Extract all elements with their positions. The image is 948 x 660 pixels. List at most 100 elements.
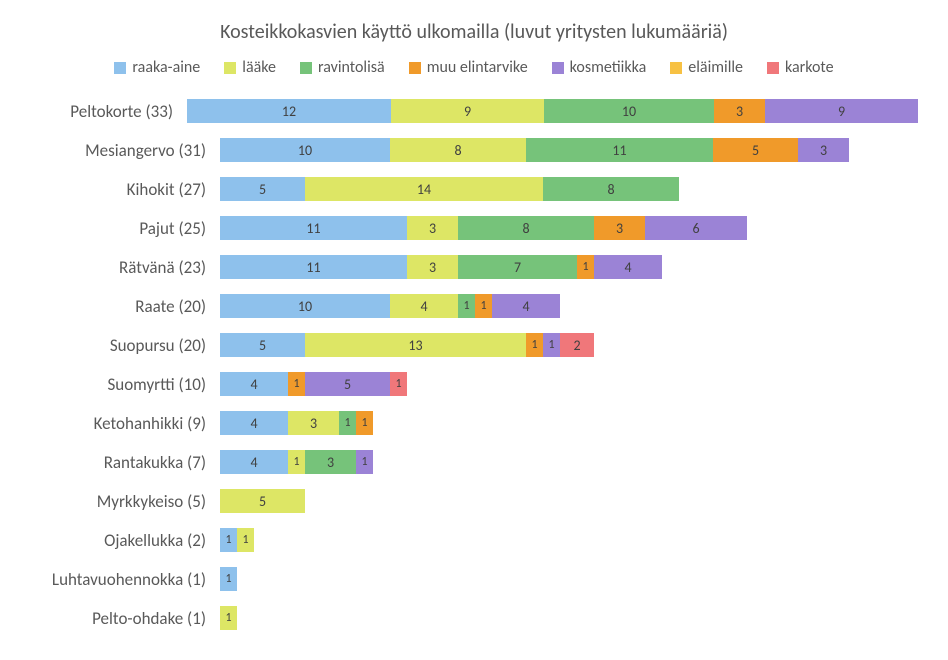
row-label: Pajut (25) [30, 218, 220, 239]
bar-segment-laake: 14 [305, 177, 543, 201]
bar-segment-raaka-aine: 11 [220, 216, 407, 240]
table-row: Rantakukka (7)4131 [30, 450, 918, 474]
bar-segment-laake: 3 [407, 255, 458, 279]
row-label: Luhtavuohennokka (1) [30, 569, 220, 590]
legend-swatch [300, 62, 312, 74]
bar-segment-raaka-aine: 4 [220, 450, 288, 474]
bar-segment-laake: 8 [390, 138, 526, 162]
legend-item-ravintolisa: ravintolisä [300, 58, 385, 77]
bar-segment-karkote: 2 [560, 333, 594, 357]
bar-segment-ravintolisa: 1 [339, 411, 356, 435]
bar-segment-raaka-aine: 10 [220, 138, 390, 162]
bar-segment-laake: 3 [288, 411, 339, 435]
legend-swatch [767, 62, 779, 74]
bar-segment-kosmetiikka: 4 [492, 294, 560, 318]
bar-segment-kosmetiikka: 6 [645, 216, 747, 240]
table-row: Peltokorte (33)1291039 [30, 99, 918, 123]
bar-rows: Peltokorte (33)1291039Mesiangervo (31)10… [30, 99, 918, 630]
row-label: Raate (20) [30, 296, 220, 317]
bar-segment-ravintolisa: 11 [526, 138, 713, 162]
bar-segment-laake: 4 [390, 294, 458, 318]
legend-swatch [552, 62, 564, 74]
table-row: Luhtavuohennokka (1)1 [30, 567, 918, 591]
bar-track: 5148 [220, 177, 918, 201]
row-label: Mesiangervo (31) [30, 140, 220, 161]
bar-track: 1291039 [187, 99, 918, 123]
bar-track: 4131 [220, 450, 918, 474]
bar-segment-laake: 1 [288, 450, 305, 474]
bar-segment-muu-elintarvike: 3 [594, 216, 645, 240]
bar-segment-ravintolisa: 10 [544, 99, 714, 123]
legend-item-laake: lääke [224, 58, 276, 77]
bar-segment-raaka-aine: 4 [220, 372, 288, 396]
table-row: Ojakellukka (2)11 [30, 528, 918, 552]
bar-track: 4311 [220, 411, 918, 435]
bar-segment-laake: 13 [305, 333, 526, 357]
bar-track: 513112 [220, 333, 918, 357]
bar-segment-raaka-aine: 5 [220, 333, 305, 357]
row-label: Kihokit (27) [30, 179, 220, 200]
bar-segment-ravintolisa: 8 [458, 216, 594, 240]
bar-segment-kosmetiikka: 1 [356, 450, 373, 474]
bar-segment-ravintolisa: 1 [458, 294, 475, 318]
legend-item-raaka-aine: raaka-aine [114, 58, 200, 77]
row-label: Ketohanhikki (9) [30, 413, 220, 434]
legend-label: karkote [785, 58, 834, 77]
table-row: Pelto-ohdake (1)1 [30, 606, 918, 630]
legend-swatch [409, 62, 421, 74]
table-row: Mesiangervo (31)1081153 [30, 138, 918, 162]
legend-label: kosmetiikka [570, 58, 647, 77]
bar-segment-raaka-aine: 11 [220, 255, 407, 279]
row-label: Suomyrtti (10) [30, 374, 220, 395]
bar-segment-raaka-aine: 10 [220, 294, 390, 318]
bar-segment-raaka-aine: 5 [220, 177, 305, 201]
row-label: Pelto-ohdake (1) [30, 608, 220, 629]
table-row: Rätvänä (23)113714 [30, 255, 918, 279]
bar-track: 113836 [220, 216, 918, 240]
bar-segment-raaka-aine: 1 [220, 567, 237, 591]
row-label: Peltokorte (33) [30, 101, 187, 122]
legend-label: ravintolisä [318, 58, 385, 77]
bar-track: 104114 [220, 294, 918, 318]
legend-item-kosmetiikka: kosmetiikka [552, 58, 647, 77]
row-label: Myrkkykeiso (5) [30, 491, 220, 512]
bar-segment-laake: 1 [220, 606, 237, 630]
table-row: Pajut (25)113836 [30, 216, 918, 240]
bar-segment-ravintolisa: 7 [458, 255, 577, 279]
bar-segment-raaka-aine: 1 [220, 528, 237, 552]
bar-segment-ravintolisa: 3 [305, 450, 356, 474]
table-row: Myrkkykeiso (5)5 [30, 489, 918, 513]
bar-segment-kosmetiikka: 3 [798, 138, 849, 162]
bar-track: 1081153 [220, 138, 918, 162]
legend-label: eläimille [688, 58, 743, 77]
row-label: Rätvänä (23) [30, 257, 220, 278]
bar-segment-muu-elintarvike: 3 [714, 99, 765, 123]
table-row: Raate (20)104114 [30, 294, 918, 318]
bar-track: 1 [220, 567, 918, 591]
bar-track: 11 [220, 528, 918, 552]
row-label: Suopursu (20) [30, 335, 220, 356]
bar-segment-raaka-aine: 4 [220, 411, 288, 435]
legend: raaka-aine lääke ravintolisä muu elintarvik… [30, 58, 918, 77]
bar-segment-raaka-aine: 12 [187, 99, 391, 123]
bar-segment-laake: 5 [220, 489, 305, 513]
legend-swatch [114, 62, 126, 74]
legend-label: muu elintarvike [427, 58, 528, 77]
legend-swatch [670, 62, 682, 74]
bar-segment-karkote: 1 [390, 372, 407, 396]
bar-track: 113714 [220, 255, 918, 279]
bar-segment-muu-elintarvike: 5 [713, 138, 798, 162]
legend-label: lääke [242, 58, 276, 77]
bar-track: 5 [220, 489, 918, 513]
row-label: Rantakukka (7) [30, 452, 220, 473]
bar-segment-kosmetiikka: 5 [305, 372, 390, 396]
bar-segment-kosmetiikka: 9 [765, 99, 918, 123]
table-row: Suopursu (20)513112 [30, 333, 918, 357]
chart-title: Kosteikkokasvien käyttö ulkomailla (luvu… [30, 20, 918, 44]
bar-track: 4151 [220, 372, 918, 396]
table-row: Suomyrtti (10)4151 [30, 372, 918, 396]
legend-item-muu-elintarvike: muu elintarvike [409, 58, 528, 77]
bar-segment-laake: 9 [391, 99, 544, 123]
bar-segment-kosmetiikka: 4 [594, 255, 662, 279]
row-label: Ojakellukka (2) [30, 530, 220, 551]
